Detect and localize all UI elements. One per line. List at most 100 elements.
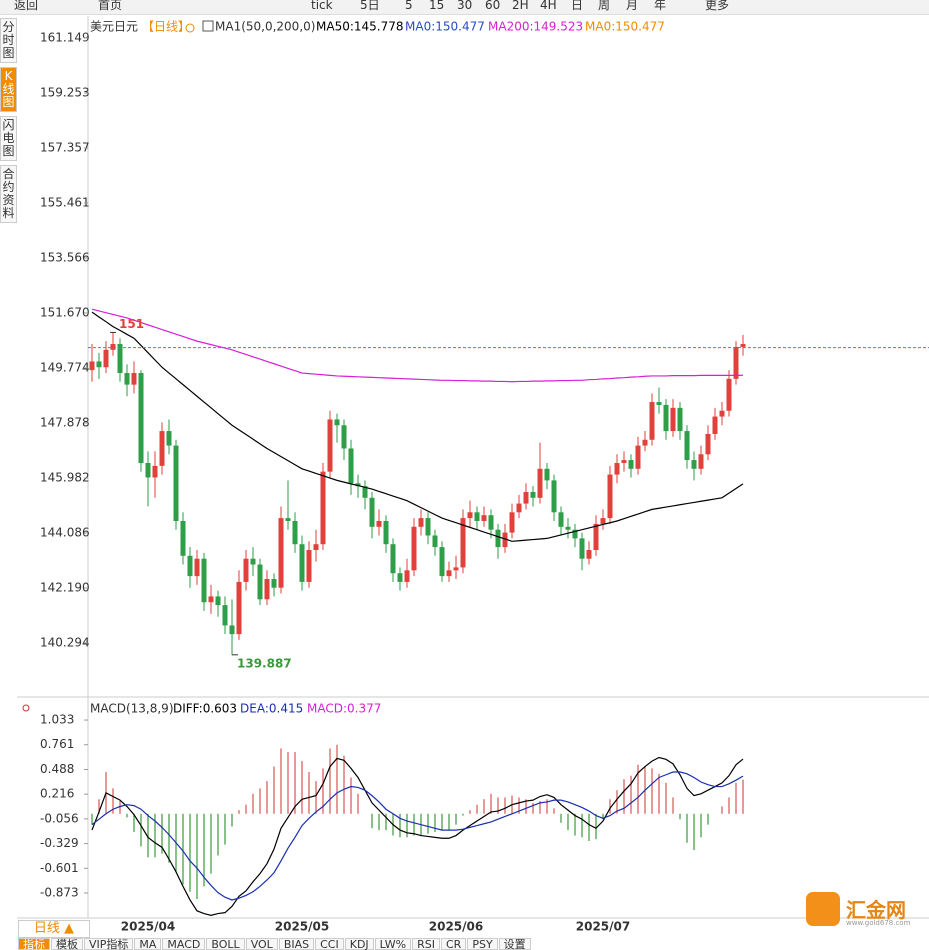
indicator-tab[interactable]: RSI [412,938,440,950]
candle-body [502,532,508,548]
candle-body [404,570,410,582]
period-btn[interactable]: 60 [485,0,501,12]
candle-body [166,431,172,446]
indicator-tab[interactable]: 设置 [498,938,531,950]
period-btn[interactable]: 月 [626,0,639,12]
logo-url: www.gold678.com [846,919,911,927]
candle-body [110,344,116,350]
candle-body [278,518,284,588]
high-label: 151 [119,317,144,331]
period-label: 【日线】 [142,20,190,34]
indicator-tab[interactable]: VOL [245,938,278,950]
candle-body [89,361,95,371]
candle-body [670,407,676,432]
candle-body [614,462,620,475]
candle-body [628,460,634,469]
period-btn[interactable]: 5 [405,0,413,12]
candle-body [313,544,319,551]
indicator-tab[interactable]: 模板 [51,938,83,950]
low-label: 139.887 [237,656,292,670]
candle-body [516,503,522,513]
ma-line [91,771,744,901]
period-btn[interactable]: 5日 [360,0,380,12]
indicator-tab[interactable]: BIAS [278,938,315,950]
period-btn[interactable]: 日 [571,0,584,12]
toolbar: 返回 首页 tick 5日 5 15 30 60 2H 4H 日 周 月 年 更… [0,0,929,15]
indicator-tab[interactable]: LW% [374,938,412,950]
candle-body [201,558,207,603]
candle-body [593,523,599,551]
candle-body [698,454,704,469]
candle-body [180,520,186,556]
candle-body [236,581,242,635]
y-tick-label: 161.149 [40,30,90,44]
y-tick-label: 1.033 [40,713,74,727]
ma-line [91,308,744,383]
candle-body [621,460,627,463]
candle-body [712,416,718,434]
candle-body [530,491,536,498]
y-tick-label: -0.329 [40,836,79,850]
side-tab[interactable]: 合约资料 [0,165,17,223]
candle-body [495,529,501,548]
candle-body [432,535,438,548]
period-btn[interactable]: tick [311,0,333,12]
candle-body [145,462,151,478]
indicator-tab[interactable]: KDJ [344,938,374,950]
candle-body [320,471,326,545]
candle-body [733,346,739,379]
indicator-tab[interactable]: 指标 [18,938,50,950]
period-btn[interactable]: 2H [512,0,529,12]
side-tab[interactable]: 分时图 [0,18,17,63]
indicator-tab[interactable]: CR [441,938,467,950]
indicator-tab[interactable]: MACD [162,938,206,950]
candle-body [327,419,333,472]
period-btn[interactable]: 周 [598,0,611,12]
indicator-tab[interactable]: PSY [467,938,498,950]
candle-body [656,402,662,405]
logo-icon [806,892,840,926]
period-icon [185,23,195,33]
candle-body [152,465,158,478]
y-tick-label: 157.357 [40,140,90,154]
legend-entry: MA0:150.477 [405,20,485,34]
x-tick-label: 2025/04 [121,920,175,934]
candle-body [96,361,102,368]
candle-body [579,538,585,559]
candle-body [390,544,396,574]
legend-entry: MA200:149.523 [488,20,583,34]
candle-body [425,518,431,536]
candle-body [607,474,613,519]
period-btn[interactable]: 4H [540,0,557,12]
candle-body [537,468,543,498]
side-tab[interactable]: K线图 [0,67,17,112]
period-selector[interactable]: 日线 ▲ [18,920,90,938]
y-tick-label: -0.601 [40,861,79,875]
candle-body [586,550,592,559]
settings-icon [22,704,30,712]
indicator-tab[interactable]: MA [134,938,162,950]
legend-entry: DEA:0.415 [240,702,303,716]
indicator-tab[interactable]: BOLL [206,938,245,950]
side-tab[interactable]: 闪电图 [0,116,17,161]
candle-body [124,373,130,385]
y-tick-label: 153.566 [40,250,90,264]
indicator-tab[interactable]: VIP指标 [84,938,134,950]
more[interactable]: 更多 [705,0,730,12]
candle-body [187,555,193,577]
period-btn[interactable]: 年 [654,0,667,12]
home[interactable]: 首页 [98,0,123,12]
candle-body [474,512,480,521]
candle-body [348,448,354,484]
candle-body [719,410,725,417]
period-btn[interactable]: 15 [429,0,445,12]
sidebar: 分时图 K线图 闪电图 合约资料 [0,18,17,227]
y-tick-label: 144.086 [40,526,90,540]
indicator-tab[interactable]: CCI [315,938,344,950]
period-btn[interactable]: 30 [457,0,473,12]
candle-body [558,512,564,527]
candle-body [257,564,263,600]
candle-body [572,529,578,539]
candle-body [481,515,487,521]
back[interactable]: 返回 [14,0,39,12]
